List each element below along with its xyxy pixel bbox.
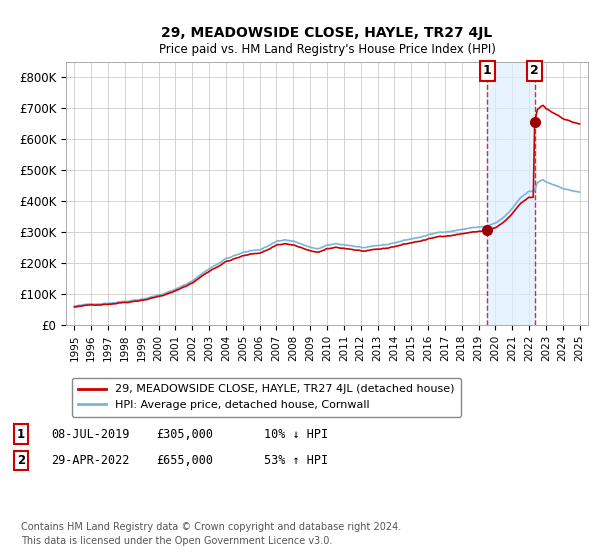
Title: 29, MEADOWSIDE CLOSE, HAYLE, TR27 4JL: 29, MEADOWSIDE CLOSE, HAYLE, TR27 4JL bbox=[161, 26, 493, 40]
Text: 2: 2 bbox=[530, 64, 539, 77]
Text: Contains HM Land Registry data © Crown copyright and database right 2024.
This d: Contains HM Land Registry data © Crown c… bbox=[21, 522, 401, 546]
Text: Price paid vs. HM Land Registry's House Price Index (HPI): Price paid vs. HM Land Registry's House … bbox=[158, 43, 496, 57]
Text: 2: 2 bbox=[17, 454, 25, 467]
Legend: 29, MEADOWSIDE CLOSE, HAYLE, TR27 4JL (detached house), HPI: Average price, deta: 29, MEADOWSIDE CLOSE, HAYLE, TR27 4JL (d… bbox=[71, 378, 461, 417]
Text: 29-APR-2022: 29-APR-2022 bbox=[51, 454, 130, 467]
Text: 08-JUL-2019: 08-JUL-2019 bbox=[51, 427, 130, 441]
Text: 1: 1 bbox=[17, 427, 25, 441]
Text: 10% ↓ HPI: 10% ↓ HPI bbox=[264, 427, 328, 441]
Bar bbox=[487, 62, 535, 325]
Text: 53% ↑ HPI: 53% ↑ HPI bbox=[264, 454, 328, 467]
Text: £305,000: £305,000 bbox=[156, 427, 213, 441]
Text: £655,000: £655,000 bbox=[156, 454, 213, 467]
Text: 1: 1 bbox=[483, 64, 491, 77]
